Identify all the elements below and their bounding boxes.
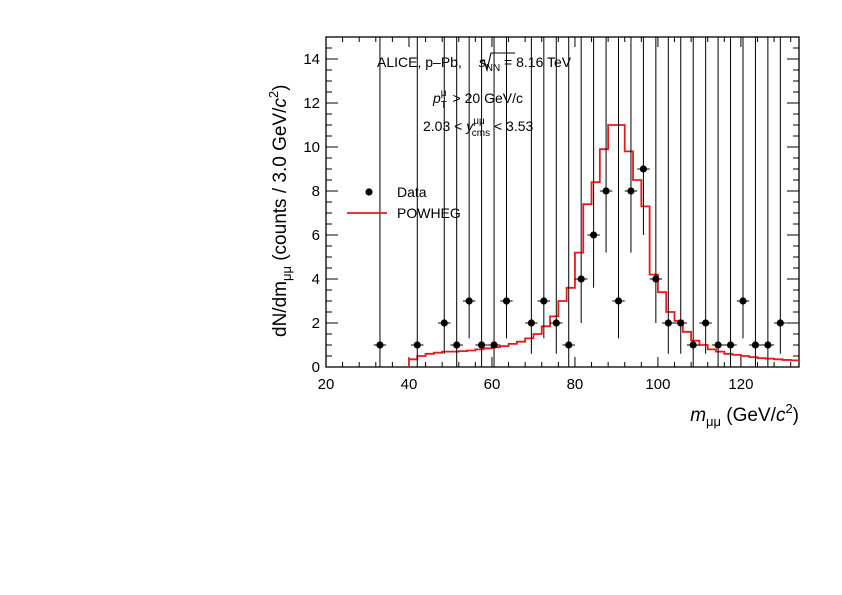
data-point <box>450 37 463 367</box>
powheg-histogram <box>408 124 799 367</box>
plot-frame <box>325 36 800 368</box>
data-point <box>562 37 575 367</box>
data-marker <box>764 341 772 349</box>
data-point <box>487 37 501 367</box>
annotation-rapidity: 2.03 < yμμ cms < 3.53 <box>423 116 533 139</box>
data-marker <box>552 319 560 327</box>
annotation-collision: ALICE, p–Pb, sNN = 8.16 TeV <box>377 54 572 74</box>
y-tick-label: 12 <box>303 95 320 112</box>
y-tick-label: 14 <box>303 51 320 68</box>
data-marker <box>477 341 486 349</box>
data-marker <box>677 319 685 327</box>
y-tick-label: 2 <box>312 315 320 332</box>
data-marker <box>776 319 784 327</box>
data-marker <box>540 297 548 305</box>
x-tick-labels: 20 40 60 80 100 120 <box>318 376 754 393</box>
y-tick-label: 0 <box>312 359 320 376</box>
data-marker <box>614 297 623 305</box>
data-point <box>662 37 675 354</box>
data-marker <box>652 275 660 283</box>
x-tick-label: 120 <box>728 376 753 393</box>
annotation-pt-cut: pμ T > 20 GeV/c <box>432 88 523 111</box>
x-tick-label: 40 <box>401 376 418 393</box>
data-points <box>373 37 787 367</box>
data-marker <box>739 297 747 305</box>
data-marker <box>602 187 610 195</box>
data-point <box>637 37 650 235</box>
data-point <box>774 37 787 354</box>
x-tick-label: 20 <box>318 376 335 393</box>
x-tick-label: 80 <box>567 376 584 393</box>
sqrt-sign <box>480 52 515 73</box>
legend-data-label: Data <box>397 184 427 200</box>
data-point <box>749 37 762 367</box>
data-point <box>438 37 451 354</box>
data-point <box>686 37 700 367</box>
y-tick-labels: 0 2 4 6 8 10 12 14 <box>303 51 320 376</box>
data-marker <box>639 165 648 173</box>
data-point <box>624 37 638 253</box>
data-marker <box>664 319 672 327</box>
data-point <box>699 37 712 354</box>
axis-ticks <box>325 36 799 368</box>
data-marker <box>502 297 511 305</box>
data-point <box>550 37 563 354</box>
y-tick-label: 4 <box>312 271 320 288</box>
data-point <box>475 37 488 367</box>
data-marker <box>527 319 535 327</box>
data-point <box>537 37 551 339</box>
data-point <box>711 37 725 367</box>
legend-data-marker <box>365 188 373 196</box>
data-marker <box>627 187 635 195</box>
data-point <box>736 37 750 339</box>
data-point <box>373 37 387 367</box>
data-marker <box>702 319 710 327</box>
data-point <box>724 37 737 367</box>
data-marker <box>453 341 461 349</box>
data-marker <box>689 341 697 349</box>
data-point <box>500 37 513 339</box>
data-point <box>674 37 687 354</box>
x-tick-label: 100 <box>645 376 670 393</box>
data-marker <box>376 341 384 349</box>
data-point <box>649 37 663 323</box>
y-tick-label: 8 <box>312 183 320 200</box>
data-marker <box>413 341 421 349</box>
legend: Data POWHEG <box>347 184 461 221</box>
data-marker <box>726 341 735 349</box>
y-axis-title: dN/dmμμ (counts / 3.0 GeV/c2) <box>266 85 294 337</box>
x-tick-label: 60 <box>484 376 501 393</box>
data-marker <box>577 275 585 283</box>
data-point <box>525 37 538 354</box>
data-point <box>587 37 600 288</box>
data-point <box>599 37 613 253</box>
data-marker <box>440 319 448 327</box>
data-marker <box>465 297 473 305</box>
data-point <box>411 37 424 367</box>
data-point <box>761 37 775 367</box>
y-tick-label: 10 <box>303 139 320 156</box>
data-marker <box>590 231 598 239</box>
data-point <box>612 37 625 339</box>
data-marker <box>490 341 498 349</box>
data-marker <box>751 341 760 349</box>
powheg-line <box>408 124 799 367</box>
data-point <box>462 37 476 339</box>
legend-model-label: POWHEG <box>397 205 461 221</box>
data-marker <box>565 341 573 349</box>
data-point <box>574 37 588 323</box>
data-marker <box>714 341 722 349</box>
x-axis-title: mμμ (GeV/c2) <box>690 401 799 429</box>
y-tick-label: 6 <box>312 227 320 244</box>
